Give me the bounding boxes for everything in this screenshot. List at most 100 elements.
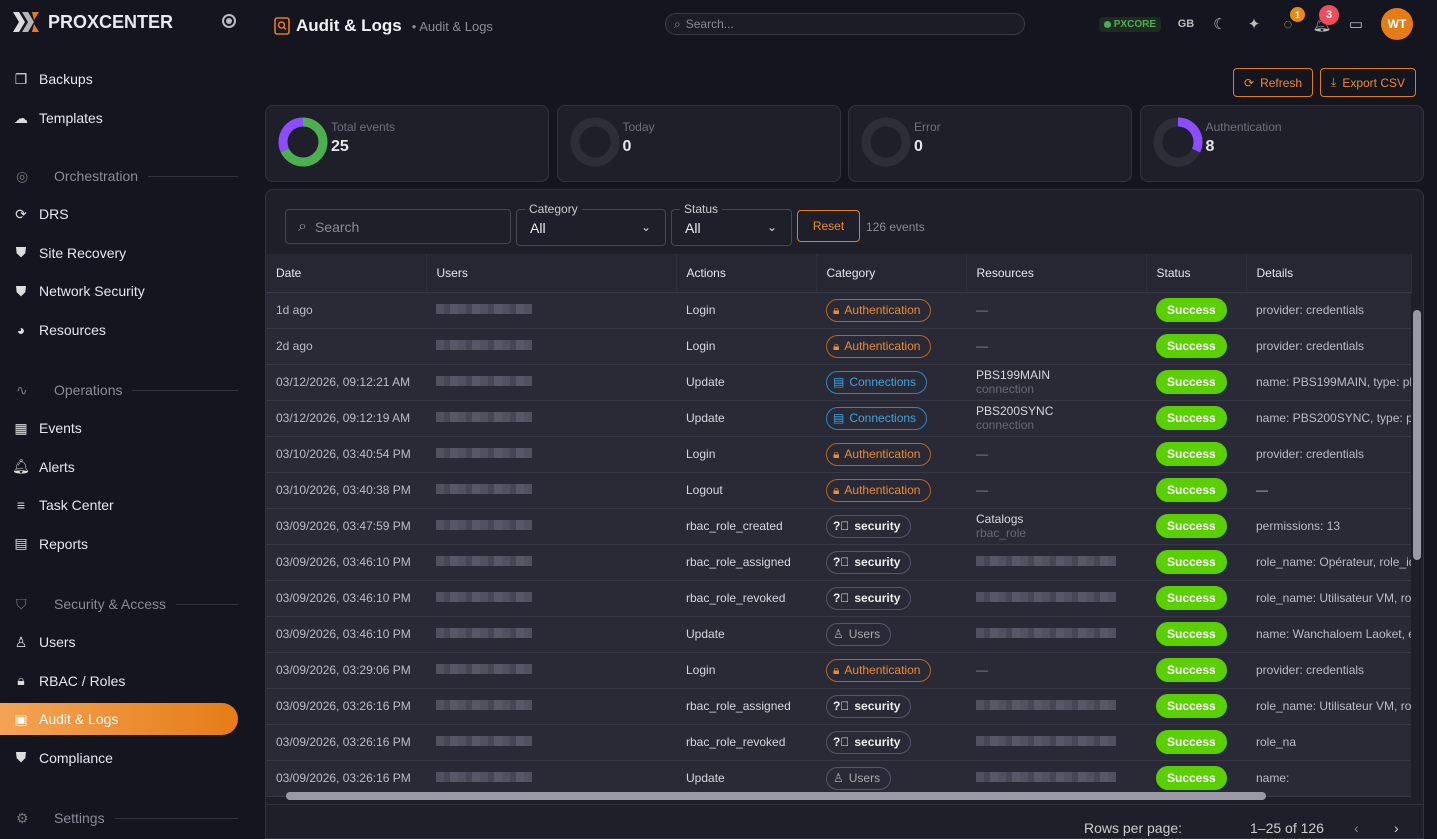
bell-icon: 🔔︎ bbox=[12, 458, 30, 474]
action-cell: Login bbox=[676, 328, 816, 365]
table-row[interactable]: 03/10/2026, 03:40:54 PM Login 🔒︎ Authenti… bbox=[266, 436, 1411, 473]
details-cell: role_na bbox=[1246, 724, 1411, 761]
details-cell: — bbox=[1246, 472, 1411, 509]
next-page-button[interactable]: › bbox=[1394, 820, 1399, 836]
column-header[interactable]: Category bbox=[816, 254, 967, 293]
category-chip: 🔒︎ Authentication bbox=[826, 658, 932, 682]
scrollbar-thumb[interactable] bbox=[286, 792, 1266, 800]
category-cell: ♙ Users bbox=[816, 616, 966, 653]
sidebar-item-site-recovery[interactable]: ⛊ Site Recovery bbox=[0, 237, 238, 269]
sidebar-item-task-center[interactable]: ≡ Task Center bbox=[0, 489, 238, 521]
column-header[interactable]: Details bbox=[1246, 254, 1412, 293]
sidebar-item-rbac-roles[interactable]: 🔒︎ RBAC / Roles bbox=[0, 665, 238, 697]
table-row[interactable]: 03/09/2026, 03:46:10 PM rbac_role_assign… bbox=[266, 544, 1411, 581]
table-row[interactable]: 03/10/2026, 03:40:38 PM Logout 🔒︎ Authent… bbox=[266, 472, 1411, 509]
env-badge[interactable]: PXCORE bbox=[1098, 16, 1161, 32]
sidebar-item-events[interactable]: ▦ Events bbox=[0, 412, 238, 444]
table-row[interactable]: 03/09/2026, 03:26:16 PM rbac_role_assign… bbox=[266, 688, 1411, 725]
vertical-scrollbar[interactable] bbox=[1411, 294, 1423, 786]
details-cell: provider: credentials bbox=[1246, 652, 1411, 689]
donut-chart bbox=[861, 117, 911, 167]
column-header[interactable]: Resources bbox=[966, 254, 1147, 293]
tasks-spinner-icon[interactable]: ◌ 1 bbox=[1279, 7, 1305, 33]
status-badge: Success bbox=[1156, 406, 1227, 430]
redacted-resource bbox=[976, 556, 1116, 566]
sparkle-icon[interactable]: ✦ bbox=[1247, 16, 1261, 33]
window-icon[interactable]: ▭ bbox=[1348, 16, 1364, 33]
sidebar-item-network-security[interactable]: ⛊ Network Security bbox=[0, 275, 238, 307]
horizontal-scrollbar[interactable] bbox=[270, 790, 1410, 802]
column-header[interactable]: Actions bbox=[676, 254, 817, 293]
global-search-input[interactable]: ⌕ Search... bbox=[665, 13, 1025, 35]
table-row[interactable]: 03/09/2026, 03:29:06 PM Login 🔒︎ Authenti… bbox=[266, 652, 1411, 689]
user-cell bbox=[426, 328, 676, 365]
status-cell: Success bbox=[1146, 652, 1246, 689]
resource-cell: PBS200SYNC connection bbox=[966, 400, 1146, 437]
date-cell: 03/09/2026, 03:46:10 PM bbox=[266, 616, 426, 653]
gear-icon: ⚙ bbox=[16, 809, 29, 826]
bell-icon[interactable]: 🔔︎ 3 bbox=[1312, 5, 1339, 33]
resource-cell: — bbox=[966, 328, 1146, 365]
date-cell: 03/09/2026, 03:26:16 PM bbox=[266, 760, 426, 797]
user-icon: ♙ bbox=[833, 771, 844, 785]
logo[interactable]: PROXCENTER bbox=[12, 10, 173, 34]
sidebar-item-drs[interactable]: ⟳ DRS bbox=[0, 198, 238, 230]
pin-sidebar-icon[interactable] bbox=[222, 14, 236, 28]
table-row[interactable]: 03/09/2026, 03:46:10 PM rbac_role_revoke… bbox=[266, 580, 1411, 617]
avatar[interactable]: WT bbox=[1381, 8, 1413, 40]
column-header[interactable]: Date bbox=[266, 254, 427, 293]
resource-cell: PBS199MAIN connection bbox=[966, 364, 1146, 401]
status-cell: Success bbox=[1146, 760, 1246, 797]
sidebar-item-users[interactable]: ♙ Users bbox=[0, 626, 238, 658]
sidebar-item-reports[interactable]: ▤ Reports bbox=[0, 528, 238, 560]
help-circle-icon: ?⃝ bbox=[833, 555, 850, 569]
scrollbar-thumb[interactable] bbox=[1413, 310, 1421, 560]
theme-moon-icon[interactable]: ☾ bbox=[1213, 16, 1227, 33]
stat-card[interactable]: Total events 25 bbox=[265, 105, 549, 182]
top-toolbar: PXCORE GB ☾ ✦ ◌ 1 🔔︎ 3 ▭ WT bbox=[1098, 5, 1413, 40]
column-header[interactable]: Status bbox=[1146, 254, 1247, 293]
sidebar-item-label: Compliance bbox=[39, 749, 113, 766]
category-select[interactable]: Category All ⌄ bbox=[516, 202, 666, 246]
copy-icon: ❐ bbox=[14, 70, 28, 87]
resource-type: connection bbox=[976, 382, 1035, 396]
sidebar-section-1: ∿ Operations bbox=[0, 380, 238, 400]
resource-name: — bbox=[976, 339, 988, 353]
resource-cell: — bbox=[966, 292, 1146, 329]
divider bbox=[132, 389, 238, 391]
table-row[interactable]: 03/09/2026, 03:26:16 PM rbac_role_revoke… bbox=[266, 724, 1411, 761]
breadcrumb[interactable]: • Audit & Logs bbox=[411, 18, 493, 34]
sidebar-item-backups[interactable]: ❐ Backups bbox=[0, 63, 238, 95]
status-cell: Success bbox=[1146, 616, 1246, 653]
redacted-user bbox=[436, 700, 532, 710]
section-label: Security & Access bbox=[54, 596, 167, 612]
column-header[interactable]: Users bbox=[426, 254, 677, 293]
table-row[interactable]: 2d ago Login 🔒︎ Authentication — Success … bbox=[266, 328, 1411, 365]
export-csv-button[interactable]: ⤓ Export CSV bbox=[1320, 68, 1417, 97]
prev-page-button[interactable]: ‹ bbox=[1354, 820, 1359, 836]
sidebar-item-audit-logs[interactable]: ▣ Audit & Logs bbox=[0, 703, 238, 735]
language-button[interactable]: GB bbox=[1177, 18, 1195, 30]
sidebar-item-alerts[interactable]: 🔔︎ Alerts bbox=[0, 451, 238, 483]
details-cell: provider: credentials bbox=[1246, 436, 1411, 473]
reset-button[interactable]: Reset bbox=[797, 210, 860, 242]
status-select[interactable]: Status All ⌄ bbox=[671, 202, 792, 246]
refresh-button[interactable]: ⟳ Refresh bbox=[1233, 68, 1314, 97]
stat-card[interactable]: Error 0 bbox=[848, 105, 1132, 182]
table-row[interactable]: 03/09/2026, 03:46:10 PM Update ♙ Users Su… bbox=[266, 616, 1411, 653]
table-row[interactable]: 03/12/2026, 09:12:19 AM Update ▤ Connecti… bbox=[266, 400, 1411, 437]
breadcrumb-item[interactable]: Audit & Logs bbox=[419, 18, 493, 34]
sidebar-item-compliance[interactable]: ⛊ Compliance bbox=[0, 742, 238, 774]
status-label: Status bbox=[680, 202, 723, 216]
table-row[interactable]: 03/12/2026, 09:12:21 AM Update ▤ Connecti… bbox=[266, 364, 1411, 401]
stat-card[interactable]: Today 0 bbox=[556, 105, 841, 182]
table-row[interactable]: 03/09/2026, 03:47:59 PM rbac_role_create… bbox=[266, 508, 1411, 545]
stat-card[interactable]: Authentication 8 bbox=[1139, 105, 1424, 182]
divider bbox=[114, 817, 238, 819]
sidebar-item-templates[interactable]: ☁ Templates bbox=[0, 102, 238, 134]
sidebar-item-resources[interactable]: ◕ Resources bbox=[0, 314, 238, 346]
search-input[interactable]: ⌕ Search bbox=[285, 209, 511, 244]
chevron-down-icon: ⌄ bbox=[640, 220, 651, 234]
table-row[interactable]: 1d ago Login 🔒︎ Authentication — Success … bbox=[266, 292, 1411, 329]
main: Audit & Logs • Audit & Logs ⌕ Search... … bbox=[250, 0, 1437, 839]
